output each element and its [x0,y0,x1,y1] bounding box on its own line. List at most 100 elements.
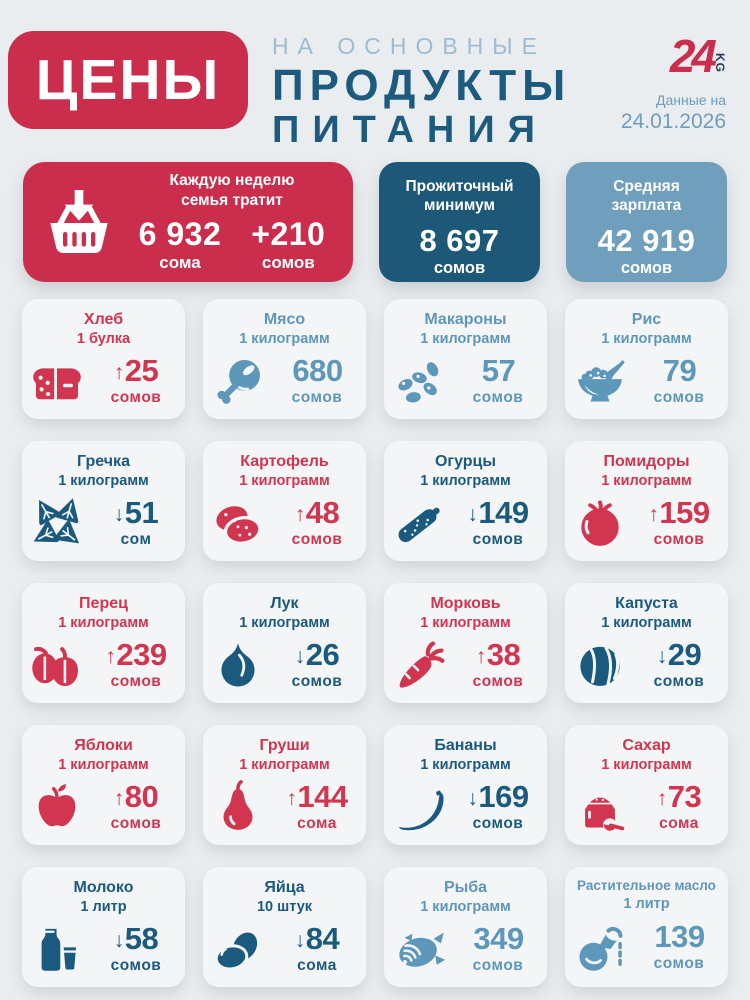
product-quantity: 1 булка [76,331,131,347]
product-title: Груши 1 килограмм [203,736,366,774]
product-title: Рис 1 килограмм [565,310,728,348]
product-title: Огурцы 1 килограмм [384,452,547,490]
price-value: 349 [473,920,524,956]
trend-arrow: ↓ [113,928,125,952]
price-value: 48 [305,494,340,530]
product-body: ↑25 сомов [22,348,185,419]
logo-24kg: 24 KG [670,33,727,79]
product-name: Капуста [615,595,678,612]
weekly-spending-card: Каждую неделю семья тратит 6 932 сома +2… [23,162,353,282]
title-box: ЦЕНЫ [8,31,248,129]
fish-icon [391,921,447,977]
price-unit: сомов [110,388,162,406]
product-card: Гречка 1 килограмм ↓51 сом [22,441,185,561]
product-quantity: 1 килограмм [601,331,692,347]
product-title: Мясо 1 килограмм [203,310,366,348]
product-name: Яйца [264,879,305,896]
salary-title-line2: зарплата [611,197,682,215]
product-card: Бананы 1 килограмм ↓169 сомов [384,725,547,845]
product-quantity: 1 килограмм [239,473,330,489]
price-number: ↑159 [637,497,721,528]
product-price: ↓84 сома [275,923,359,975]
product-body: 139 сомов [565,913,728,987]
price-unit: сомов [291,530,343,548]
product-body: ↑38 сомов [384,632,547,703]
trend-arrow: ↓ [113,502,125,526]
product-name: Гречка [77,453,130,470]
salary-title-line1: Средняя [613,178,680,195]
bread-icon [29,353,85,409]
product-title: Молоко 1 литр [22,878,185,916]
product-body: ↑48 сомов [203,490,366,561]
product-price: ↑80 сомов [94,781,178,833]
product-name: Картофель [240,453,329,470]
meat-icon [210,353,266,409]
product-price: 139 сомов [637,921,721,973]
price-value: 239 [116,636,167,672]
product-title: Помидоры 1 килограмм [565,452,728,490]
product-title: Яблоки 1 килограмм [22,736,185,774]
product-card: Молоко 1 литр ↓58 сомов [22,867,185,987]
price-unit: сомов [472,530,524,548]
product-card: Груши 1 килограмм ↑144 сома [203,725,366,845]
product-body: ↓84 сома [203,916,366,987]
product-quantity: 1 килограмм [420,473,511,489]
living-minimum-unit: сомов [433,258,486,277]
product-name: Груши [259,737,310,754]
product-body: ↓51 сом [22,490,185,561]
price-number: 139 [637,921,721,952]
product-card: Рыба 1 килограмм 349 сомов [384,867,547,987]
product-price: ↓58 сомов [94,923,178,975]
product-name: Растительное масло [577,878,716,893]
date-block: Данные на 24.01.2026 [621,92,726,134]
living-minimum-value: 8 697 [419,222,500,258]
average-salary-unit: сомов [620,258,673,277]
product-body: ↓26 сомов [203,632,366,703]
page-title: ЦЕНЫ [35,48,221,112]
living-minimum-card: Прожиточный минимум 8 697 сомов [379,162,540,282]
pasta-icon [391,353,447,409]
product-quantity: 1 килограмм [420,615,511,631]
sugar-icon [572,779,628,835]
header-right: 24 KG Данные на 24.01.2026 [621,31,727,134]
price-value: 38 [486,636,521,672]
logo-suffix: KG [713,53,727,73]
product-title: Сахар 1 килограмм [565,736,728,774]
product-quantity: 1 килограмм [58,757,149,773]
product-card: Макароны 1 килограмм 57 сомов [384,299,547,419]
trend-arrow: ↑ [286,786,297,810]
price-unit: сомов [472,388,524,406]
trend-arrow: ↑ [648,502,659,526]
price-number: ↓51 [94,497,178,528]
pear-icon [210,779,266,835]
product-card: Картофель 1 килограмм ↑48 сомов [203,441,366,561]
product-title: Перец 1 килограмм [22,594,185,632]
product-price: ↑73 сома [637,781,721,833]
average-salary-card: Средняя зарплата 42 919 сомов [566,162,727,282]
product-price: ↓149 сомов [456,497,540,549]
product-price: 57 сомов [456,355,540,407]
price-value: 139 [654,919,705,954]
product-title: Растительное масло 1 литр [565,878,728,913]
subtitle-line-2: ПРОДУКТЫ [272,61,572,110]
trend-arrow: ↓ [294,644,306,668]
product-card: Перец 1 килограмм ↑239 сомов [22,583,185,703]
price-number: ↓29 [637,639,721,670]
product-price: ↑239 сомов [94,639,178,691]
price-number: ↓58 [94,923,178,954]
minimum-title-line2: минимум [423,197,496,215]
price-number: ↑144 [275,781,359,812]
product-quantity: 1 литр [80,899,127,915]
price-number: ↑38 [456,639,540,670]
price-unit: сомов [472,956,524,974]
weekly-title-line1: Каждую неделю [169,172,295,190]
price-number: ↑25 [94,355,178,386]
product-name: Молоко [73,879,134,896]
product-name: Огурцы [434,453,497,470]
product-card: Помидоры 1 килограмм ↑159 сомов [565,441,728,561]
product-title: Морковь 1 килограмм [384,594,547,632]
product-title: Гречка 1 килограмм [22,452,185,490]
product-quantity: 1 килограмм [601,615,692,631]
product-price: 79 сомов [637,355,721,407]
milk-icon [29,921,85,977]
